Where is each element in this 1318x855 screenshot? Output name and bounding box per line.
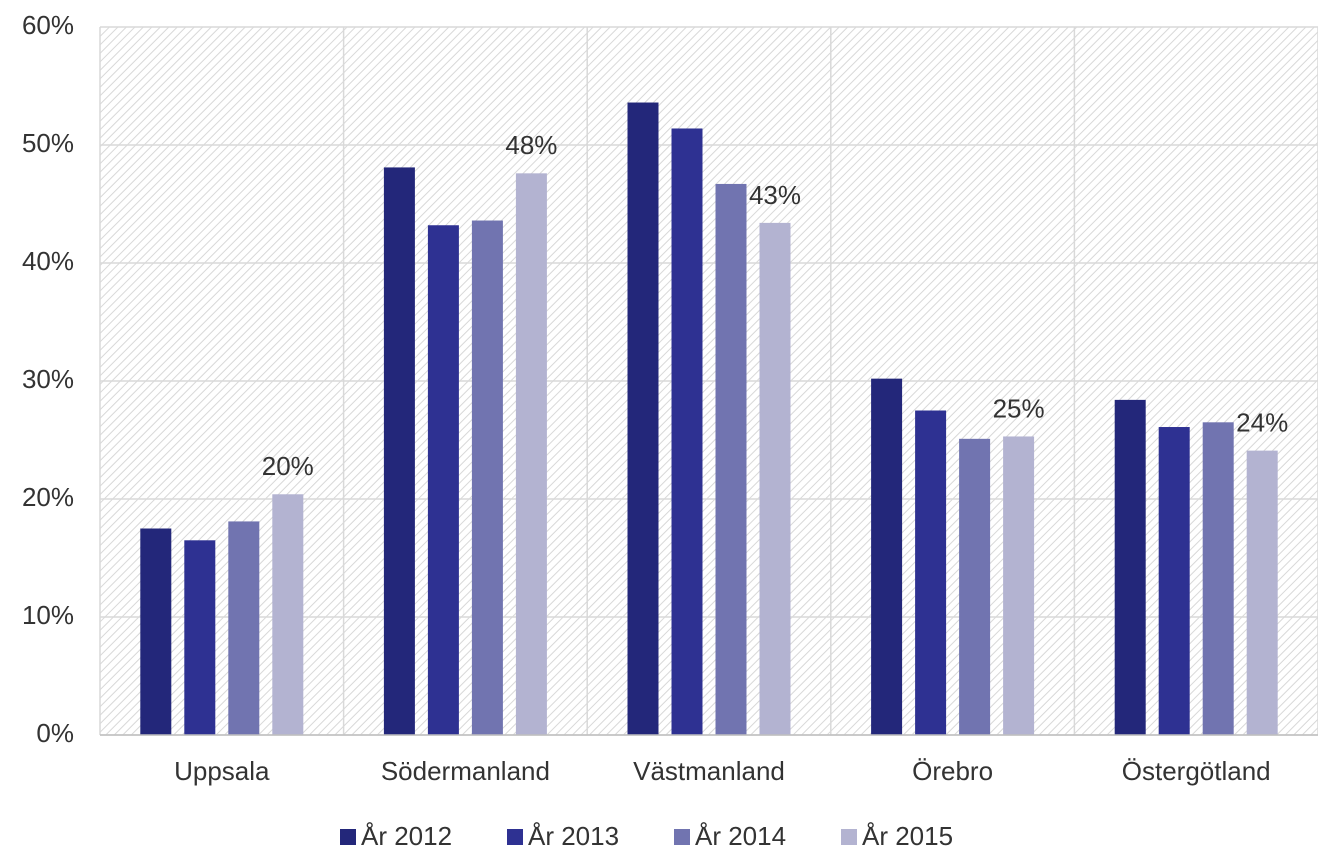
data-label: 24% bbox=[1236, 407, 1288, 437]
legend-swatch bbox=[674, 829, 690, 845]
data-label: 48% bbox=[505, 130, 557, 160]
legend-label: År 2015 bbox=[862, 821, 953, 851]
bar bbox=[1114, 399, 1146, 735]
bar bbox=[759, 222, 791, 735]
x-tick-label: Södermanland bbox=[381, 756, 550, 786]
legend-label: År 2012 bbox=[361, 821, 452, 851]
x-tick-label: Västmanland bbox=[633, 756, 785, 786]
y-tick-label: 0% bbox=[36, 718, 74, 748]
bar bbox=[715, 183, 747, 735]
bar bbox=[1202, 422, 1234, 735]
x-tick-label: Uppsala bbox=[174, 756, 270, 786]
bar bbox=[627, 102, 659, 735]
bar bbox=[228, 521, 260, 735]
bar bbox=[1003, 436, 1035, 735]
bar bbox=[383, 167, 415, 736]
bar bbox=[871, 378, 903, 735]
bar bbox=[184, 540, 216, 735]
bar bbox=[515, 173, 547, 735]
data-label: 43% bbox=[749, 180, 801, 210]
bar bbox=[427, 225, 459, 736]
legend-label: År 2013 bbox=[528, 821, 619, 851]
bar bbox=[471, 220, 503, 735]
y-tick-label: 30% bbox=[22, 364, 74, 394]
y-tick-label: 10% bbox=[22, 600, 74, 630]
bar bbox=[272, 494, 304, 735]
legend-swatch bbox=[841, 829, 857, 845]
y-tick-label: 50% bbox=[22, 128, 74, 158]
bar bbox=[140, 528, 172, 735]
y-tick-label: 60% bbox=[22, 10, 74, 40]
bar bbox=[671, 128, 703, 736]
legend-swatch bbox=[507, 829, 523, 845]
x-tick-label: Östergötland bbox=[1122, 756, 1271, 786]
data-label: 20% bbox=[262, 451, 314, 481]
bar bbox=[915, 410, 947, 735]
bar bbox=[1246, 450, 1278, 735]
x-tick-label: Örebro bbox=[912, 756, 993, 786]
legend-swatch bbox=[340, 829, 356, 845]
bar bbox=[959, 438, 991, 735]
data-label: 25% bbox=[993, 393, 1045, 423]
legend-label: År 2014 bbox=[695, 821, 786, 851]
bar bbox=[1158, 427, 1190, 735]
y-tick-label: 20% bbox=[22, 482, 74, 512]
y-tick-label: 40% bbox=[22, 246, 74, 276]
